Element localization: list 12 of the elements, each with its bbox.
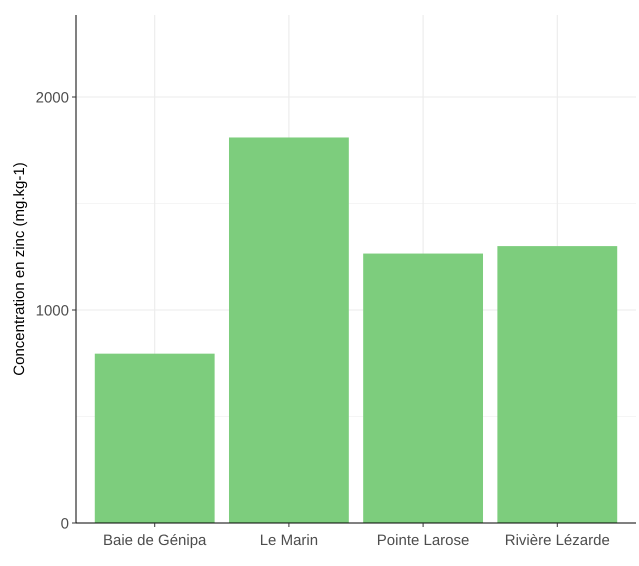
bar: [497, 246, 618, 523]
bar: [363, 254, 484, 523]
x-tick-label: Rivière Lézarde: [504, 532, 610, 549]
y-tick-label: 0: [60, 515, 69, 532]
bar: [228, 137, 349, 523]
y-axis-title: Concentration en zinc (mg.kg-1): [11, 162, 28, 376]
x-tick-label: Le Marin: [260, 532, 318, 549]
bar: [94, 354, 215, 523]
y-tick-label: 1000: [36, 302, 69, 320]
y-tick-label: 2000: [36, 89, 69, 106]
x-tick-label: Baie de Génipa: [102, 532, 208, 549]
x-tick-label: Pointe Larose: [376, 532, 470, 549]
